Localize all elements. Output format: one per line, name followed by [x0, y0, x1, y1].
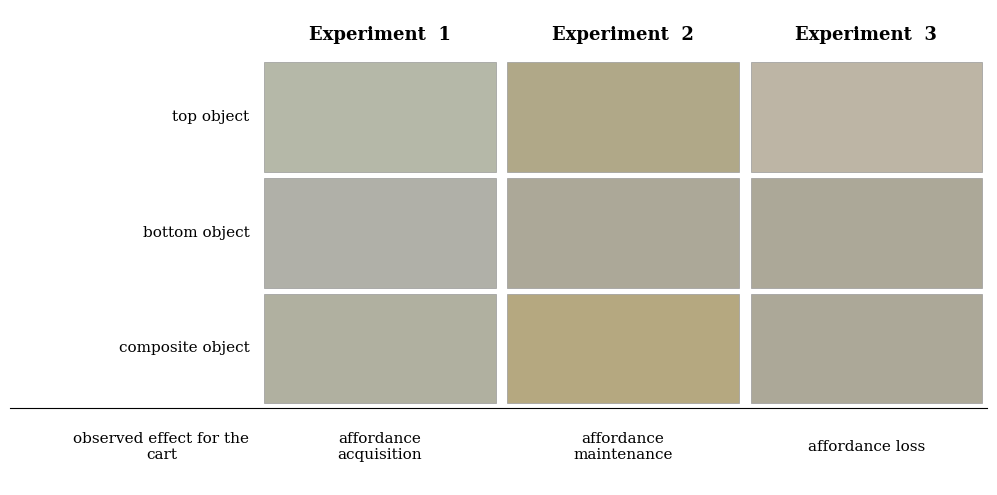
- Bar: [507, 62, 739, 172]
- Text: Experiment  3: Experiment 3: [796, 26, 937, 44]
- Text: Experiment  2: Experiment 2: [552, 26, 694, 44]
- Bar: [264, 178, 496, 288]
- Bar: [751, 178, 982, 288]
- Text: affordance
acquisition: affordance acquisition: [338, 432, 422, 462]
- Bar: [507, 178, 739, 288]
- Text: affordance loss: affordance loss: [808, 440, 925, 454]
- Bar: [751, 294, 982, 403]
- Bar: [507, 294, 739, 403]
- Text: bottom object: bottom object: [143, 226, 249, 240]
- Bar: [264, 294, 496, 403]
- Bar: [751, 62, 982, 172]
- Text: Experiment  1: Experiment 1: [309, 26, 451, 44]
- Text: composite object: composite object: [119, 342, 249, 355]
- Text: top object: top object: [172, 110, 249, 124]
- Text: observed effect for the
cart: observed effect for the cart: [73, 432, 249, 462]
- Text: affordance
maintenance: affordance maintenance: [573, 432, 673, 462]
- Bar: [264, 62, 496, 172]
